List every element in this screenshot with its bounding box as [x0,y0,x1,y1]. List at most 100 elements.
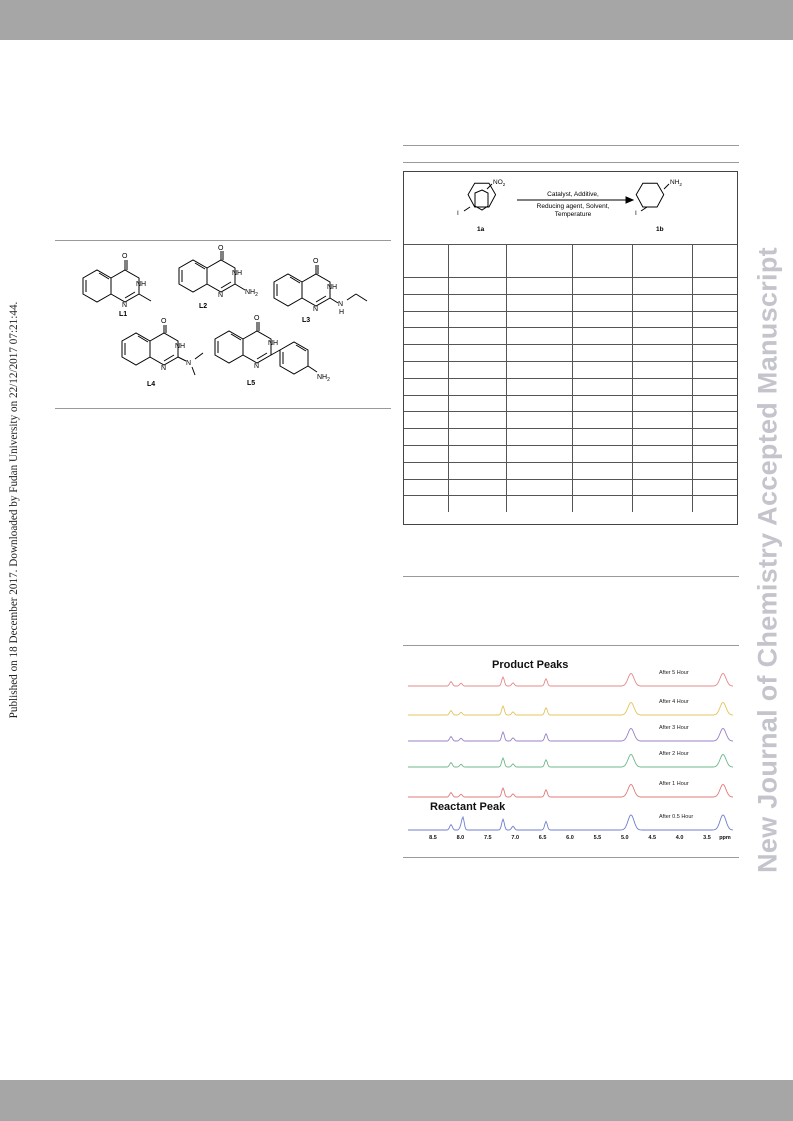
table-cell [691,495,737,513]
table-cell [571,293,633,312]
journal-watermark: New Journal of Chemistry Accepted Manusc… [748,0,788,1121]
reaction-table-box: NO2 I NH2 I Catalyst, Additive, Reducing… [403,171,738,525]
table-cell [447,495,507,513]
table-row [404,495,737,513]
nmr-rule-bottom [403,857,739,858]
table-cell [571,495,633,513]
table-cell [505,293,573,312]
table-cell [571,461,633,480]
bottom-bar [0,1080,793,1121]
table-cell [404,293,449,312]
reactant-iodo: I [457,210,459,217]
conditions-table [404,244,737,513]
table-cell [691,428,737,446]
table-cell [631,244,693,278]
table-cell [691,377,737,396]
nmr-axis-tick: 4.5 [648,835,656,841]
table-rule-top [403,145,739,146]
nmr-axis-unit: ppm [719,835,731,841]
conditions-line-1: Catalyst, Additive, [547,191,599,198]
conditions-line-3: Temperature [555,211,592,218]
table-cell [505,360,573,379]
table-cell [571,394,633,413]
table-cell [404,444,449,463]
table-cell [571,360,633,379]
table-cell [571,344,633,362]
table-cell [404,478,449,497]
l4-dimethyl-n: N [186,360,191,367]
table-cell [447,327,507,346]
table-cell [404,394,449,413]
table-row [404,461,737,480]
table-cell [447,428,507,446]
table-cell [505,411,573,430]
table-cell [571,478,633,497]
figure-rule-top [55,240,391,241]
table-cell [505,394,573,413]
table-cell [404,411,449,430]
table-row [404,394,737,413]
table-cell [447,277,507,295]
product-iodo: I [635,210,637,217]
table-cell [505,495,573,513]
nmr-trace-label: After 5 Hour [659,670,689,676]
table-cell [447,360,507,379]
table-cell [447,293,507,312]
nmr-trace [408,727,734,742]
nmr-axis-tick: 7.0 [511,835,519,841]
table-row [404,293,737,312]
table-row [404,478,737,497]
table-cell [691,344,737,362]
table-cell [505,310,573,329]
table-cell [631,344,693,362]
table-cell [571,327,633,346]
nmr-trace-label: After 0.5 Hour [659,814,693,820]
nmr-figure: Product Peaks Reactant Peak After 5 Hour… [408,659,734,841]
nmr-trace-label: After 2 Hour [659,751,689,757]
l3-oxygen: O [313,258,319,265]
nmr-axis-tick: 4.0 [676,835,684,841]
table-cell [571,277,633,295]
table-cell [505,377,573,396]
table-cell [505,277,573,295]
table-cell [447,310,507,329]
table-cell [404,360,449,379]
table-cell [447,377,507,396]
top-bar [0,0,793,40]
nmr-trace [408,814,734,831]
nmr-trace [408,672,734,687]
reactant-peak-title: Reactant Peak [430,801,506,813]
l2-oxygen: O [218,245,224,252]
ligand-label-l5: L5 [247,380,255,387]
table-cell [571,310,633,329]
table-cell [447,344,507,362]
l1-nitrogen: N [122,302,127,309]
publication-note: Published on 18 December 2017. Downloade… [4,0,24,1121]
table-cell [691,478,737,497]
l2-nh2: NH2 [245,289,258,298]
table-cell [447,244,507,278]
table-row [404,377,737,396]
reactant-label: 1a [477,226,485,233]
table-cell [447,444,507,463]
table-cell [571,428,633,446]
table-cell [447,411,507,430]
l5-nitrogen: N [254,363,259,370]
table-cell [505,244,573,278]
table-cell [631,478,693,497]
table-cell [691,310,737,329]
table-row [404,444,737,463]
l3-amino-n: N [338,301,343,308]
table-cell [631,327,693,346]
product-peaks-title: Product Peaks [492,659,568,671]
table-cell [691,293,737,312]
product-label: 1b [656,226,664,233]
table-cell [447,394,507,413]
table-cell [631,394,693,413]
table-cell [631,360,693,379]
l1-nh: NH [136,281,146,288]
table-cell [691,244,737,278]
table-cell [404,495,449,513]
table-row [404,411,737,430]
product-amino: NH2 [670,179,682,187]
